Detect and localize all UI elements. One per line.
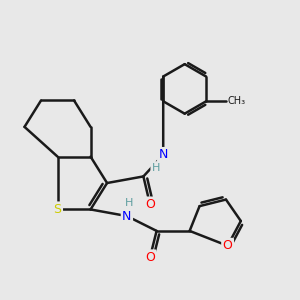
Text: O: O: [223, 239, 232, 252]
Text: N: N: [158, 148, 168, 161]
Text: O: O: [145, 251, 155, 264]
Text: S: S: [53, 203, 62, 216]
Text: N: N: [122, 209, 132, 223]
Text: H: H: [152, 163, 160, 172]
Text: O: O: [145, 198, 155, 211]
Text: CH₃: CH₃: [228, 96, 246, 106]
Text: H: H: [125, 199, 134, 208]
